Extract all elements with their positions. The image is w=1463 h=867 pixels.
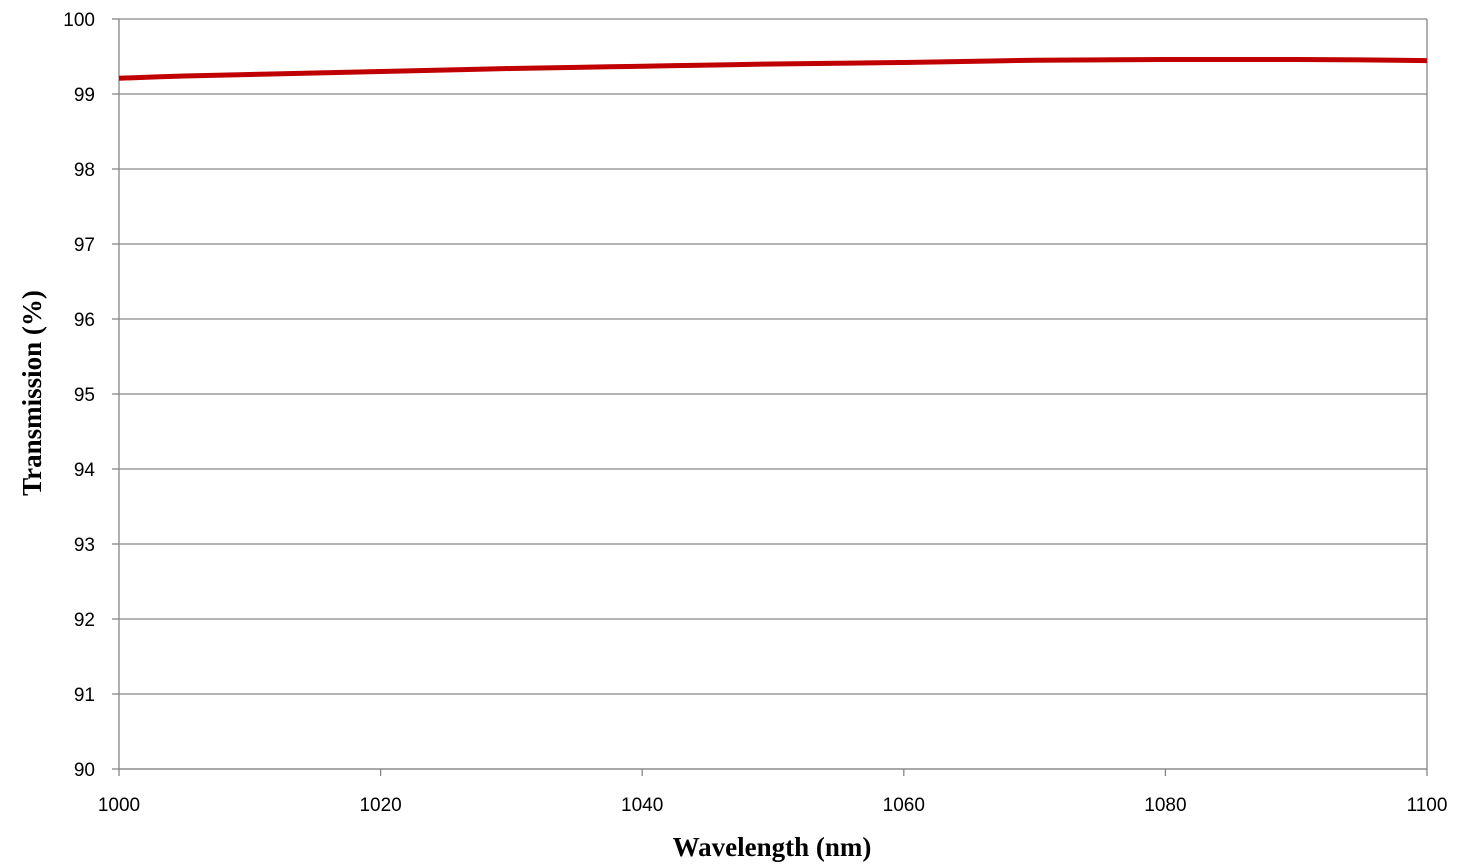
y-tick-label: 96 [74, 310, 95, 331]
x-axis-title: Wavelength (nm) [673, 832, 872, 862]
y-tick-label: 100 [63, 10, 95, 31]
y-tick-label: 95 [74, 385, 95, 406]
y-axis-ticks: 90 91 92 93 94 95 96 97 98 99 100 [63, 10, 119, 781]
y-tick-label: 90 [74, 760, 95, 781]
y-axis-title: Transmission (%) [17, 290, 47, 496]
x-tick-label: 1040 [621, 795, 663, 816]
x-tick-label: 1020 [359, 795, 401, 816]
x-tick-label: 1100 [1407, 795, 1448, 816]
x-tick-label: 1060 [883, 795, 925, 816]
y-tick-label: 91 [74, 685, 95, 706]
series-line-0 [118, 56, 1428, 81]
y-tick-label: 99 [74, 85, 95, 106]
x-tick-label: 1080 [1144, 795, 1186, 816]
y-tick-label: 97 [74, 235, 95, 256]
y-tick-label: 93 [74, 535, 95, 556]
x-tick-label: 1000 [98, 795, 140, 816]
y-tick-label: 94 [74, 460, 96, 481]
gridlines [119, 18, 1427, 770]
y-tick-label: 98 [74, 160, 95, 181]
x-axis-ticks: 1000 1020 1040 1060 1080 1100 [98, 769, 1448, 816]
y-tick-label: 92 [74, 610, 95, 631]
series-layer [118, 56, 1428, 81]
